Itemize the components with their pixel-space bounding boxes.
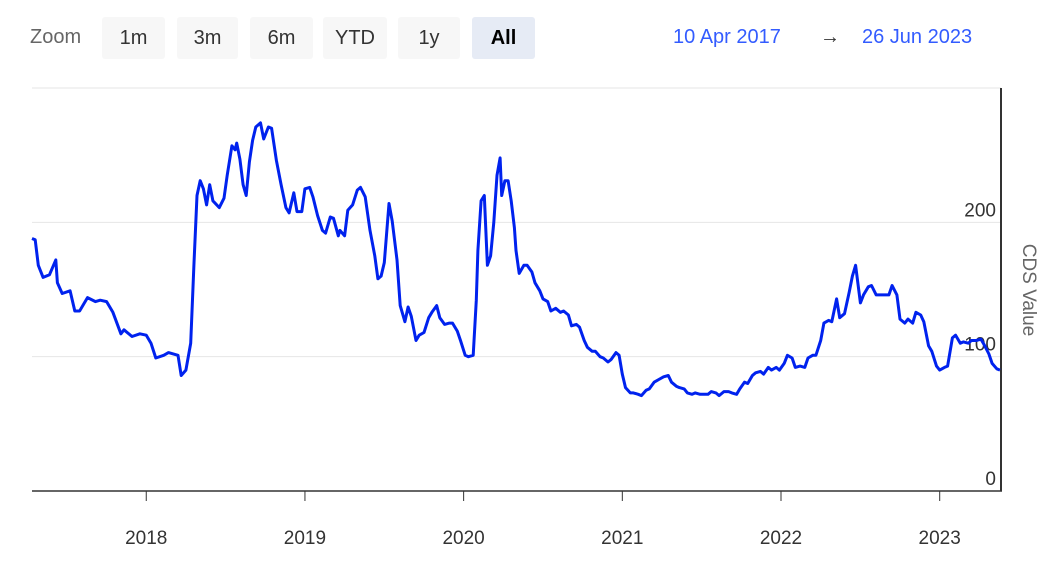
zoom-label: Zoom [30, 26, 82, 48]
x-tick-label: 2023 [919, 528, 961, 549]
y-axis-label: CDS Value [1018, 244, 1039, 337]
zoom-button[interactable]: 1y [398, 17, 460, 59]
zoom-button[interactable]: 6m [250, 17, 313, 59]
x-tick-label: 2018 [125, 528, 167, 549]
data-line [31, 121, 1001, 398]
range-arrow: → [820, 26, 840, 48]
x-tick-label: 2021 [601, 528, 643, 549]
zoom-button[interactable]: 1m [102, 17, 165, 59]
zoom-button[interactable]: All [472, 17, 535, 59]
x-tick-label: 2022 [760, 528, 802, 549]
zoom-button[interactable]: YTD [323, 17, 387, 59]
x-tick-label: 2020 [442, 528, 484, 549]
zoom-button[interactable]: 3m [177, 17, 238, 59]
y-tick-label: 100 [964, 335, 996, 356]
y-tick-label: 0 [985, 469, 996, 490]
range-from[interactable]: 10 Apr 2017 [673, 26, 781, 48]
x-tick-label: 2019 [284, 528, 326, 549]
y-tick-label: 200 [964, 200, 996, 221]
range-to[interactable]: 26 Jun 2023 [862, 26, 973, 48]
